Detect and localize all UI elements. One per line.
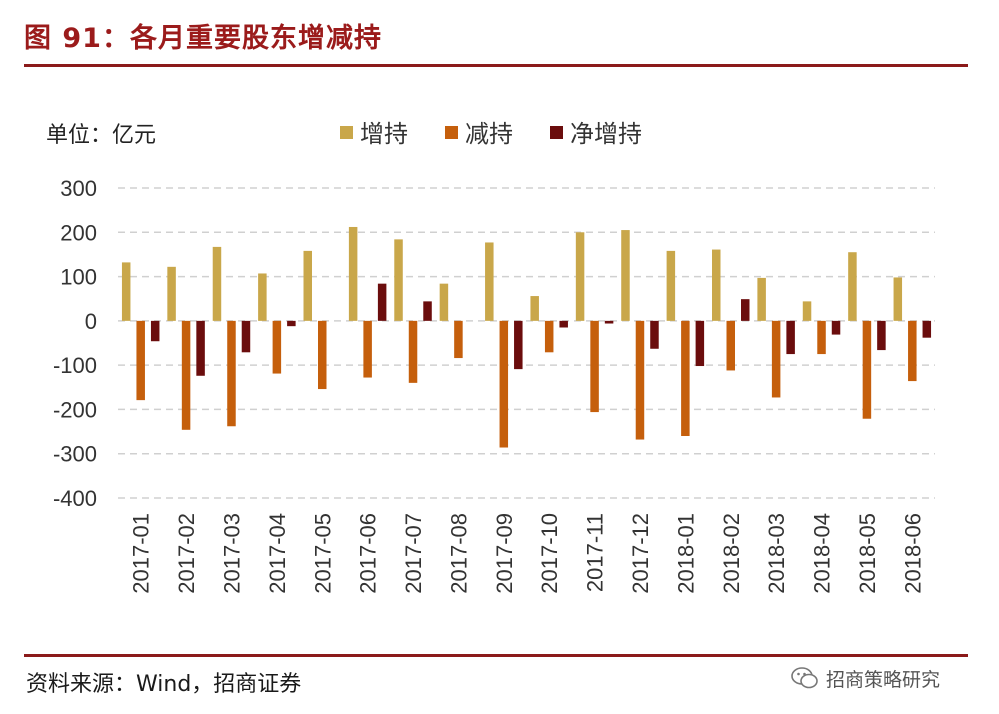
bar-减持-2018-06 [908, 320, 917, 382]
bar-净增持-2018-02 [741, 299, 750, 321]
x-tick-label: 2017-10 [537, 513, 562, 594]
x-tick-label: 2017-03 [219, 513, 244, 594]
bar-减持-2018-04 [817, 320, 826, 355]
x-tick-label: 2017-12 [628, 513, 653, 594]
bar-减持-2017-02 [181, 320, 191, 430]
bar-减持-2017-06 [363, 320, 372, 378]
bar-减持-2018-05 [862, 320, 872, 419]
bar-减持-2017-01 [136, 320, 145, 401]
x-tick-label: 2018-06 [900, 513, 925, 594]
x-tick-label: 2018-05 [855, 513, 880, 594]
bar-增持-2018-06 [893, 277, 903, 321]
bar-净增持-2018-01 [695, 320, 705, 367]
bar-增持-2017-01 [121, 262, 131, 321]
bar-增持-2017-10 [530, 296, 539, 321]
bar-增持-2017-09 [485, 242, 494, 321]
y-tick-label: -200 [53, 397, 97, 422]
bar-chart: 单位：亿元 增持 减持 净增持 300 200 100 0 -100 -200 -300 -400… [46, 120, 935, 594]
legend-label: 净增持 [570, 120, 642, 148]
chart-title: 图 91：各月重要股东增减持 [24, 23, 382, 54]
x-tick-label: 2017-01 [129, 513, 154, 594]
bar-净增持-2017-06 [377, 283, 387, 321]
bar-减持-2017-04 [272, 320, 282, 374]
source-note: 资料来源：Wind，招商证券 [26, 672, 302, 697]
x-tick-label: 2018-02 [719, 513, 744, 594]
y-tick-label: -400 [53, 486, 97, 511]
bar-净增持-2017-09 [514, 320, 523, 370]
bar-净增持-2017-07 [423, 301, 432, 321]
bar-减持-2018-02 [726, 320, 735, 371]
x-tick-label: 2018-01 [673, 513, 698, 594]
y-tick-label: -300 [53, 442, 97, 467]
bar-减持-2017-11 [590, 320, 599, 413]
x-tick-label: 2017-02 [174, 513, 199, 594]
x-tick-label: 2017-07 [401, 513, 426, 594]
bar-减持-2017-10 [544, 320, 554, 353]
legend-swatch [445, 126, 458, 139]
bar-减持-2018-03 [771, 320, 781, 398]
x-tick-label: 2017-09 [492, 513, 517, 594]
bar-减持-2017-12 [635, 320, 645, 440]
bar-净增持-2017-12 [650, 320, 659, 349]
bar-净增持-2017-10 [559, 320, 568, 328]
x-axis-ticks: 2017-01 2017-02 2017-03 2017-04 2017-05 2017-… [129, 513, 926, 594]
legend-swatch [550, 126, 563, 139]
y-tick-label: 200 [60, 220, 97, 245]
bar-净增持-2017-01 [150, 320, 160, 342]
bar-净增持-2017-04 [287, 320, 296, 327]
title-divider [24, 64, 968, 67]
bar-减持-2017-03 [227, 320, 236, 427]
bar-增持-2017-05 [303, 250, 312, 321]
legend-label: 增持 [360, 120, 408, 148]
bar-减持-2017-05 [318, 320, 327, 390]
bar-减持-2018-01 [681, 320, 690, 436]
bar-增持-2018-04 [802, 301, 812, 321]
bar-净增持-2017-02 [196, 320, 205, 376]
gridlines [118, 187, 935, 499]
watermark-text: 招商策略研究 [826, 668, 941, 691]
legend-label: 减持 [465, 120, 513, 148]
bar-净增持-2018-03 [786, 320, 795, 355]
bar-增持-2017-03 [212, 246, 222, 321]
bar-减持-2017-08 [454, 320, 463, 359]
x-tick-label: 2018-03 [764, 513, 789, 594]
y-tick-label: 100 [60, 265, 97, 290]
bar-净增持-2018-06 [922, 320, 932, 338]
y-tick-label: 300 [60, 176, 97, 201]
bar-增持-2017-06 [348, 226, 358, 321]
bar-净增持-2018-05 [877, 320, 886, 351]
bar-增持-2018-05 [848, 252, 857, 321]
legend-swatch [340, 126, 353, 139]
legend: 增持 减持 净增持 [340, 120, 642, 148]
wechat-icon [791, 667, 818, 689]
bar-减持-2017-07 [408, 320, 418, 383]
bar-增持-2018-03 [757, 277, 766, 321]
watermark: 招商策略研究 [790, 661, 940, 695]
y-axis-ticks: 300 200 100 0 -100 -200 -300 -400 [53, 176, 97, 511]
y-tick-label: -100 [53, 353, 97, 378]
bar-净增持-2018-04 [831, 320, 841, 335]
bar-增持-2018-02 [712, 249, 721, 321]
bar-增持-2017-02 [167, 266, 176, 321]
footer-divider [24, 654, 968, 657]
x-tick-label: 2017-08 [446, 513, 471, 594]
x-tick-label: 2017-04 [265, 513, 290, 594]
bar-增持-2018-01 [666, 250, 676, 321]
bar-增持-2017-08 [439, 283, 449, 321]
bar-净增持-2017-11 [604, 320, 614, 324]
unit-label: 单位：亿元 [46, 123, 156, 148]
x-tick-label: 2018-04 [810, 513, 835, 594]
bar-增持-2017-07 [394, 239, 403, 321]
bar-增持-2017-04 [258, 273, 267, 321]
bars [121, 226, 932, 448]
x-tick-label: 2017-06 [356, 513, 381, 594]
bar-增持-2017-11 [575, 232, 585, 321]
bar-增持-2017-12 [621, 230, 630, 321]
y-tick-label: 0 [85, 309, 97, 334]
x-tick-label: 2017-05 [310, 513, 335, 594]
bar-减持-2017-09 [499, 320, 509, 448]
bar-净增持-2017-03 [241, 320, 251, 353]
x-tick-label: 2017-11 [583, 513, 608, 592]
